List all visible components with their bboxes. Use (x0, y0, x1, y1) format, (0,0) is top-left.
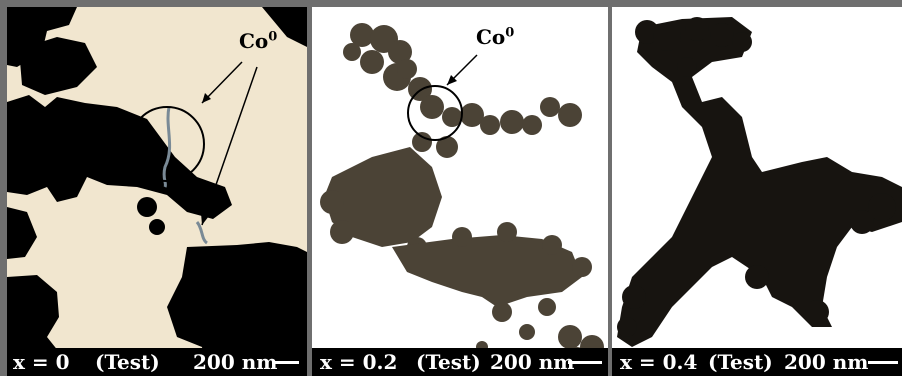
tem-panel-x0: Co0 x = 0 (Test) 200 nm (7, 7, 307, 376)
caption-scale: 200 nm (193, 350, 278, 374)
caption-scale: 200 nm (490, 350, 575, 374)
caption-bar-x0: x = 0 (Test) 200 nm (7, 348, 307, 376)
caption-composition: x = 0.4 (620, 350, 698, 374)
caption-kind: (Test) (416, 350, 481, 374)
tem-image-x0 (7, 7, 307, 376)
caption-bar-x0.2: x = 0.2 (Test) 200 nm (312, 348, 608, 376)
scale-bar (568, 361, 602, 364)
scale-bar (868, 361, 898, 364)
caption-bar-x0.4: x = 0.4 (Test) 200 nm (612, 348, 902, 376)
tem-image-x0.4 (612, 7, 902, 376)
cobalt-annotation-label: Co0 (239, 29, 278, 53)
caption-kind: (Test) (708, 350, 773, 374)
caption-composition: x = 0 (13, 350, 70, 374)
tem-panel-x0.2: Co0 x = 0.2 (Test) 200 nm (312, 7, 608, 376)
tem-panel-x0.4: x = 0.4 (Test) 200 nm (612, 7, 902, 376)
caption-scale: 200 nm (784, 350, 869, 374)
caption-composition: x = 0.2 (320, 350, 398, 374)
tem-image-x0.2 (312, 7, 608, 376)
caption-kind: (Test) (95, 350, 160, 374)
cobalt-annotation-label: Co0 (476, 25, 515, 49)
scale-bar (273, 361, 299, 364)
